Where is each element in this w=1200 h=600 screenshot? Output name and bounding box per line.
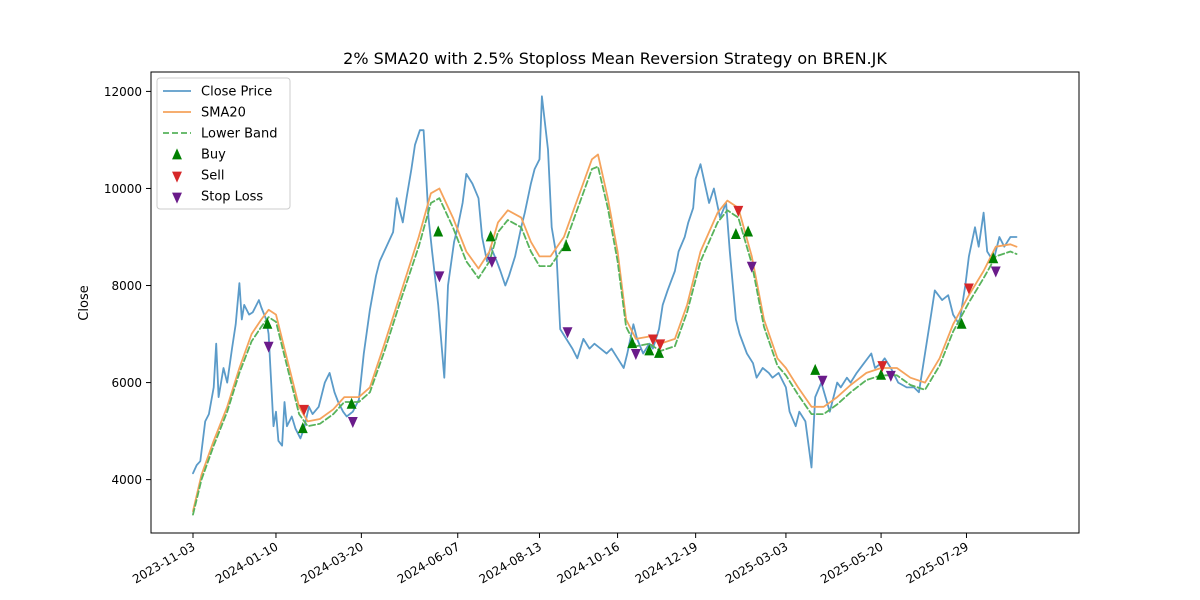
chart-title: 2% SMA20 with 2.5% Stoploss Mean Reversi…	[343, 49, 887, 68]
marker-buy	[743, 225, 754, 237]
legend-item-sell: Sell	[172, 169, 224, 184]
marker-stop-loss	[263, 341, 274, 353]
legend-label: Lower Band	[201, 127, 277, 142]
legend-label: Buy	[201, 148, 226, 163]
legend-label: SMA20	[201, 106, 246, 121]
marker-stop-loss	[562, 327, 573, 339]
marker-sell	[655, 339, 666, 351]
legend-swatch	[172, 148, 182, 160]
marker-buy	[730, 227, 741, 239]
marker-sell	[877, 361, 888, 373]
legend-swatch	[172, 171, 182, 183]
plot-area	[192, 95, 1018, 516]
legend-item-sma20: SMA20	[163, 106, 246, 121]
marker-stop-loss	[434, 271, 445, 283]
marker-buy	[485, 230, 496, 242]
legend-swatch	[172, 192, 182, 204]
legend-item-buy: Buy	[172, 148, 226, 163]
marker-buy	[561, 240, 572, 252]
y-tick-label: 6000	[111, 376, 142, 390]
marker-layer	[262, 205, 1001, 434]
marker-stop-loss	[630, 349, 641, 361]
marker-stop-loss	[746, 261, 757, 273]
marker-buy	[433, 225, 444, 237]
legend-item-lower-band: Lower Band	[163, 127, 277, 142]
marker-buy	[876, 368, 887, 380]
legend: Close Price SMA20 Lower Band Buy Sell Stop Lo…	[156, 77, 291, 210]
y-axis: 4000 6000 8000 10000 12000	[104, 85, 151, 487]
y-tick-label: 8000	[111, 279, 142, 293]
legend-item-stop-loss: Stop Loss	[172, 190, 263, 205]
marker-buy	[297, 422, 308, 434]
legend-item-close-price: Close Price	[163, 85, 272, 100]
marker-buy	[644, 344, 655, 356]
series-line-sma20	[192, 153, 1018, 513]
marker-stop-loss	[347, 416, 358, 428]
marker-buy	[346, 397, 357, 409]
marker-buy	[262, 317, 273, 329]
series-line-lower-band	[192, 165, 1018, 516]
marker-stop-loss	[486, 256, 497, 268]
plot-frame	[150, 71, 1080, 534]
marker-buy	[627, 337, 638, 349]
series-layer	[192, 95, 1018, 516]
legend-label: Stop Loss	[201, 190, 263, 205]
marker-buy	[956, 317, 967, 329]
marker-stop-loss	[817, 375, 828, 387]
y-tick-label: 12000	[104, 85, 142, 99]
legend-label: Close Price	[201, 85, 272, 100]
marker-sell	[647, 334, 658, 346]
marker-buy	[810, 363, 821, 375]
y-tick-label: 10000	[104, 182, 142, 196]
marker-stop-loss	[885, 370, 896, 382]
y-tick-label: 4000	[111, 473, 142, 487]
y-axis-label: Close	[77, 285, 92, 320]
legend-label: Sell	[201, 169, 224, 184]
legend-box	[156, 77, 291, 210]
marker-sell	[733, 205, 744, 217]
marker-buy	[988, 252, 999, 264]
marker-sell	[963, 283, 974, 295]
marker-buy	[654, 346, 664, 358]
marker-stop-loss	[990, 266, 1001, 278]
marker-sell	[299, 404, 309, 416]
series-line-close-price	[192, 95, 1018, 475]
